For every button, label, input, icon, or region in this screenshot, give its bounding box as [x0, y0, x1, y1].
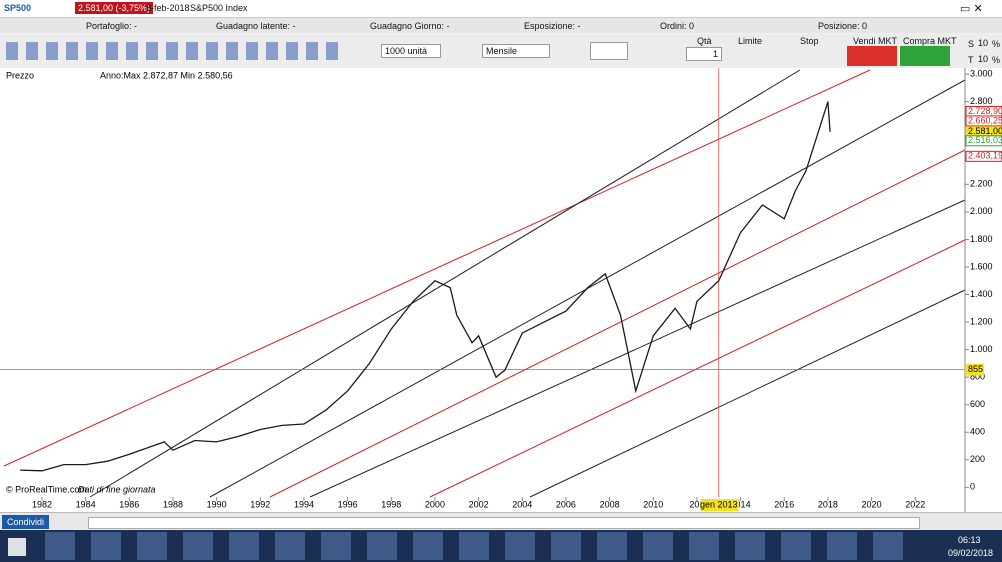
window-controls[interactable]: ▭ ✕ — [960, 3, 983, 15]
x-tick-label: 2000 — [425, 499, 445, 509]
y-tick-label: 1.800 — [970, 234, 993, 244]
sell-button[interactable] — [847, 46, 897, 66]
data-note: Dati di fine giornata — [78, 484, 156, 494]
day-gain: Guadagno Giorno: - — [370, 21, 450, 31]
orders: Ordini: 0 — [660, 21, 695, 31]
title-bar: SP500 2.581,00 (-3,75%) 8-feb-2018 S&P50… — [0, 0, 1002, 18]
y-tick-label: 2.000 — [970, 206, 993, 216]
x-tick-label: 1986 — [119, 499, 139, 509]
x-tick-label: 2002 — [469, 499, 489, 509]
y-tick-label: 1.400 — [970, 289, 993, 299]
x-tick-label: 1990 — [207, 499, 227, 509]
quantity-select[interactable]: 1000 unità — [381, 44, 441, 58]
t-unit: % — [992, 55, 1001, 65]
limit-label: Limite — [738, 36, 763, 46]
x-tick-label: 2010 — [643, 499, 663, 509]
crosshair-x-label: gen 2013 — [700, 499, 738, 509]
x-tick-label: 1994 — [294, 499, 314, 509]
s-unit: % — [992, 39, 1001, 49]
x-tick-label: 1984 — [76, 499, 96, 509]
bottom-bar: Condividi — [0, 512, 1002, 531]
y-tick-label: 1.000 — [970, 344, 993, 354]
taskbar-apps[interactable] — [45, 532, 905, 560]
taskbar: 06:13 09/02/2018 — [0, 530, 1002, 562]
buy-label: Compra MKT — [903, 36, 957, 46]
price-tag-label: 2.403,19 — [968, 151, 1002, 161]
price-tag — [965, 135, 1002, 147]
x-tick-label: 2016 — [774, 499, 794, 509]
symbol[interactable]: SP500 — [4, 3, 32, 13]
x-tick-label: 1996 — [338, 499, 358, 509]
sell-label: Vendi MKT — [853, 36, 898, 46]
clock-date: 09/02/2018 — [948, 548, 994, 558]
y-tick-label: 2.800 — [970, 96, 993, 106]
y-tick-label: 2.200 — [970, 179, 993, 189]
crosshair-x-box — [700, 499, 739, 511]
toolbar: 1000 unità Mensile Qtà 1 Limite Stop Ven… — [0, 34, 1002, 69]
x-tick-label: 1982 — [32, 499, 52, 509]
s-label: S — [968, 39, 975, 49]
t-value[interactable]: 10 — [978, 54, 989, 64]
y-tick-label: 800 — [970, 372, 985, 382]
portfolio: Portafoglio: - — [86, 21, 138, 31]
price-tag-label: 2.660,25 — [968, 115, 1002, 125]
x-tick-label: 2006 — [556, 499, 576, 509]
x-tick-label: 2014 — [731, 499, 751, 509]
price-tag-label: 2.516,03 — [968, 135, 1002, 145]
qty-input[interactable]: 1 — [686, 47, 722, 61]
drawing-tools[interactable] — [6, 42, 346, 60]
credit: © ProRealTime.com — [6, 484, 87, 494]
price-tag-label: 2.581,00 — [968, 126, 1002, 136]
y-tick-label: 1.200 — [970, 316, 993, 326]
share-button[interactable]: Condividi — [2, 515, 50, 529]
chart-type[interactable] — [590, 42, 628, 60]
x-tick-label: 2008 — [600, 499, 620, 509]
x-tick-label: 1998 — [381, 499, 401, 509]
price-tag-label: 2.728,90 — [968, 106, 1002, 116]
period-select[interactable]: Mensile — [482, 44, 550, 58]
s-value[interactable]: 10 — [978, 38, 989, 48]
instrument-name: S&P500 Index — [190, 3, 248, 13]
range-info: Anno:Max 2.872,87 Min 2.580,56 — [100, 70, 233, 80]
unrealized: Guadagno latente: - — [216, 21, 296, 31]
date: 8-feb-2018 — [146, 3, 190, 13]
price-tag — [965, 115, 1002, 127]
x-tick-label: 2004 — [512, 499, 532, 509]
exposure: Esposizione: - — [524, 21, 581, 31]
x-tick-label: 2020 — [862, 499, 882, 509]
channel-lines — [3, 69, 966, 498]
x-tick-label: 1992 — [250, 499, 270, 509]
t-label: T — [968, 55, 974, 65]
buy-button[interactable] — [900, 46, 950, 66]
stop-label: Stop — [800, 36, 819, 46]
price-tag — [965, 150, 1002, 162]
y-tick-label: 3.000 — [970, 69, 993, 79]
x-tick-label: 1988 — [163, 499, 183, 509]
y-tick-label: 600 — [970, 399, 985, 409]
position: Posizione: 0 — [818, 21, 868, 31]
crosshair-y-box — [966, 363, 984, 376]
y-tick-label: 200 — [970, 454, 985, 464]
x-tick-label: 2018 — [818, 499, 838, 509]
y-tick-label: 400 — [970, 427, 985, 437]
scrollbar[interactable] — [88, 517, 920, 529]
crosshair-y-label: 855 — [968, 364, 983, 374]
account-bar: Portafoglio: - Guadagno latente: - Guada… — [0, 18, 1002, 33]
chart: Prezzo Anno:Max 2.872,87 Min 2.580,56 © … — [0, 68, 1002, 512]
y-tick-label: 1.600 — [970, 261, 993, 271]
panel-label: Prezzo — [6, 70, 34, 80]
y-tick-label: 0 — [970, 482, 975, 492]
x-tick-label: 2022 — [905, 499, 925, 509]
clock-time: 06:13 — [958, 535, 981, 545]
price-change: 2.581,00 (-3,75%) — [75, 2, 154, 14]
x-tick-label: 201 — [689, 499, 704, 509]
qty-label: Qtà — [697, 36, 712, 46]
price-line — [20, 101, 831, 472]
start-button[interactable] — [8, 538, 26, 556]
